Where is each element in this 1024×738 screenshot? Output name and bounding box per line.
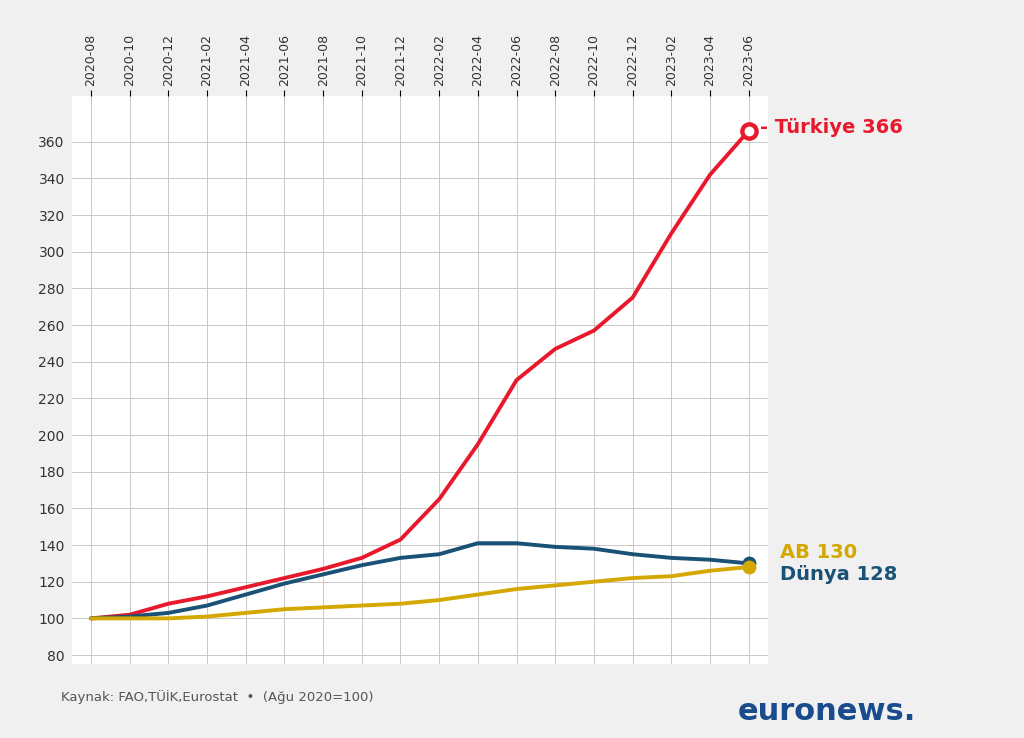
Text: Dünya 128: Dünya 128 <box>779 565 897 584</box>
Text: AB 130: AB 130 <box>779 543 857 562</box>
Point <box>740 561 757 573</box>
Text: - Türkiye 366: - Türkiye 366 <box>760 117 903 137</box>
Text: euronews.: euronews. <box>737 697 915 725</box>
Text: Kaynak: FAO,TÜİK,Eurostat  •  (Ağu 2020=100): Kaynak: FAO,TÜİK,Eurostat • (Ağu 2020=10… <box>61 690 374 704</box>
Point <box>740 125 757 137</box>
Point <box>740 557 757 569</box>
Point <box>740 125 757 137</box>
